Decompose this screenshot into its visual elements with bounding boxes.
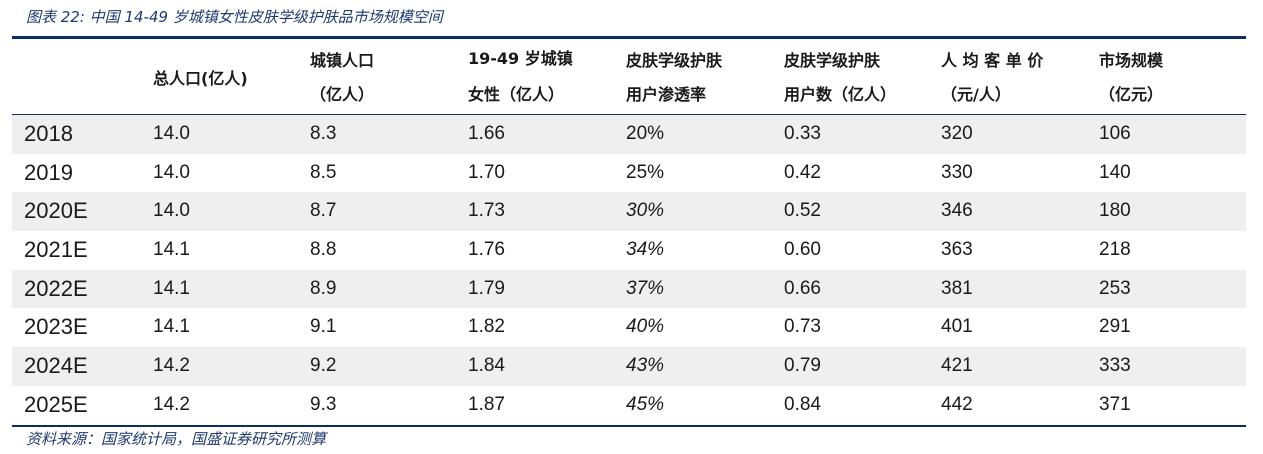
table-row: 2023E 14.1 9.1 1.82 40% 0.73 401 291: [12, 308, 1246, 347]
cell-unit-price: 363: [941, 239, 973, 261]
cell-market-size: 291: [1099, 316, 1131, 338]
cell-urban-population: 9.2: [310, 355, 337, 377]
cell-penetration-rate: 34%: [626, 239, 665, 261]
cell-urban-female: 1.76: [468, 239, 505, 261]
header-label: 皮肤学级护肤: [626, 51, 723, 70]
cell-unit-price: 401: [941, 316, 973, 338]
cell-urban-population: 8.5: [310, 161, 337, 183]
header-label: 总人口(亿人): [153, 69, 248, 88]
cell-total-population: 14.2: [153, 393, 190, 415]
cell-total-population: 14.1: [153, 316, 190, 338]
cell-penetration-rate: 25%: [626, 161, 665, 183]
cell-unit-price: 330: [941, 161, 973, 183]
cell-urban-female: 1.66: [468, 123, 505, 144]
cell-total-population: 14.0: [153, 161, 190, 183]
cell-penetration-rate: 40%: [626, 316, 665, 338]
table-title: 图表 22: 中国 14-49 岁城镇女性皮肤学级护肤品市场规模空间: [26, 8, 443, 26]
cell-unit-price: 442: [941, 393, 973, 415]
cell-total-population: 14.2: [153, 355, 190, 377]
cell-market-size: 106: [1099, 123, 1131, 144]
header-label: 市场规模: [1099, 51, 1164, 70]
cell-user-count: 0.60: [784, 239, 821, 261]
cell-market-size: 333: [1099, 355, 1131, 377]
cell-urban-female: 1.70: [468, 161, 505, 183]
cell-market-size: 371: [1099, 393, 1131, 415]
cell-total-population: 14.0: [153, 200, 190, 222]
cell-urban-population: 8.8: [310, 239, 337, 261]
cell-market-size: 218: [1099, 239, 1131, 261]
cell-user-count: 0.33: [784, 123, 821, 144]
cell-total-population: 14.0: [153, 123, 190, 144]
table-row: 2025E 14.2 9.3 1.87 45% 0.84 442 371: [12, 386, 1246, 425]
cell-urban-female: 1.73: [468, 200, 505, 222]
cell-urban-population: 8.7: [310, 200, 337, 222]
cell-year: 2021E: [24, 237, 88, 263]
cell-unit-price: 320: [941, 123, 973, 144]
table-row: 2022E 14.1 8.9 1.79 37% 0.66 381 253: [12, 269, 1246, 309]
cell-unit-price: 381: [941, 277, 973, 299]
cell-market-size: 180: [1099, 200, 1131, 222]
table-row: 2019 14.0 8.5 1.70 25% 0.42 330 140: [12, 154, 1246, 193]
cell-user-count: 0.42: [784, 161, 821, 183]
cell-unit-price: 346: [941, 200, 973, 222]
cell-urban-female: 1.79: [468, 277, 505, 299]
cell-penetration-rate: 30%: [626, 200, 665, 222]
cell-user-count: 0.84: [784, 393, 821, 415]
header-label: 皮肤学级护肤: [784, 51, 881, 70]
cell-year: 2019: [24, 159, 73, 185]
cell-urban-female: 1.82: [468, 316, 505, 338]
cell-user-count: 0.79: [784, 355, 821, 377]
table-body: 2018 14.0 8.3 1.66 20% 0.33 320 106 2019 14.0 8.5 1…: [12, 115, 1246, 425]
header-label: 女性（亿人）: [468, 85, 565, 104]
top-rule: [12, 36, 1246, 39]
header-label: （亿元）: [1099, 85, 1164, 104]
cell-year: 2018: [24, 121, 73, 146]
cell-unit-price: 421: [941, 355, 973, 377]
table-header: 总人口(亿人) 城镇人口 （亿人） 19-49 岁城镇 女性（亿人） 皮肤学级护…: [12, 39, 1246, 114]
cell-year: 2022E: [24, 275, 88, 301]
cell-urban-population: 9.3: [310, 393, 337, 415]
cell-total-population: 14.1: [153, 277, 190, 299]
cell-penetration-rate: 20%: [626, 123, 665, 144]
header-label: 用户渗透率: [626, 85, 707, 104]
bottom-rule: [12, 425, 1246, 427]
cell-penetration-rate: 37%: [626, 277, 665, 299]
cell-user-count: 0.73: [784, 316, 821, 338]
cell-urban-female: 1.87: [468, 393, 505, 415]
cell-year: 2025E: [24, 391, 88, 417]
cell-urban-population: 9.1: [310, 316, 337, 338]
header-rule: [12, 114, 1246, 115]
table-row: 2018 14.0 8.3 1.66 20% 0.33 320 106: [12, 115, 1246, 154]
table-row: 2024E 14.2 9.2 1.84 43% 0.79 421 333: [12, 347, 1246, 386]
header-label: 人 均 客 单 价: [941, 51, 1044, 70]
cell-penetration-rate: 45%: [626, 393, 665, 415]
cell-market-size: 253: [1099, 277, 1131, 299]
cell-total-population: 14.1: [153, 239, 190, 261]
header-label: 用户数（亿人）: [784, 85, 897, 104]
cell-user-count: 0.66: [784, 277, 821, 299]
header-label: 城镇人口: [310, 51, 375, 70]
cell-year: 2024E: [24, 353, 88, 379]
header-label: （元/人）: [941, 85, 1011, 104]
cell-market-size: 140: [1099, 161, 1131, 183]
cell-year: 2020E: [24, 198, 88, 224]
table-row: 2020E 14.0 8.7 1.73 30% 0.52 346 180: [12, 192, 1246, 232]
cell-urban-population: 8.3: [310, 123, 337, 144]
table-row: 2021E 14.1 8.8 1.76 34% 0.60 363 218: [12, 231, 1246, 270]
cell-user-count: 0.52: [784, 200, 821, 222]
header-label: （亿人）: [310, 85, 375, 104]
cell-urban-population: 8.9: [310, 277, 337, 299]
cell-penetration-rate: 43%: [626, 355, 665, 377]
header-label: 19-49 岁城镇: [468, 49, 573, 68]
source-note: 资料来源：国家统计局，国盛证券研究所测算: [26, 430, 327, 448]
cell-year: 2023E: [24, 314, 88, 340]
cell-urban-female: 1.84: [468, 355, 505, 377]
